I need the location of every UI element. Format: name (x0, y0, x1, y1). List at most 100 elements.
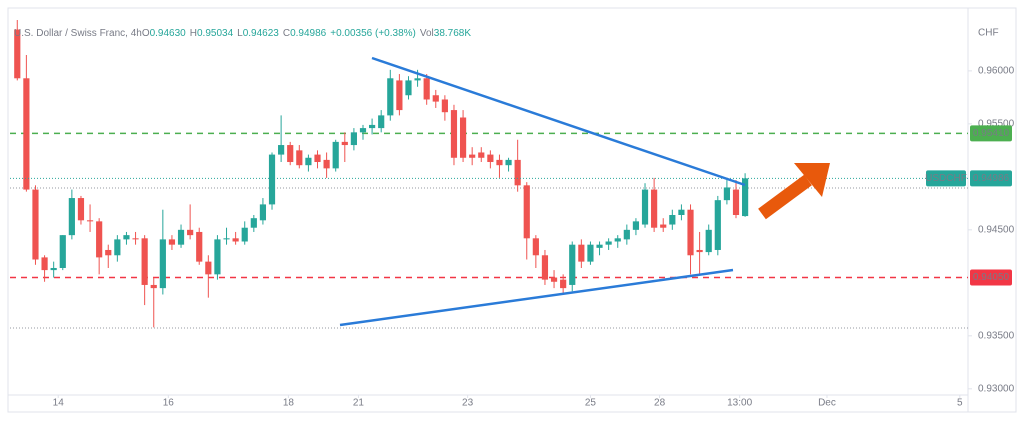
candle-body (605, 241, 612, 245)
ohlc-key: O (142, 28, 150, 39)
candle-body (469, 154, 476, 158)
x-tick-label: 13:00 (727, 398, 752, 409)
candle-body (168, 239, 176, 245)
candle-body (50, 267, 57, 271)
candle-body (441, 99, 448, 113)
candle-body (23, 78, 30, 190)
candle-body (678, 209, 685, 215)
chart-frame (7, 7, 1017, 413)
candle-body (350, 132, 357, 146)
candle-body (614, 238, 621, 242)
candle-body (632, 221, 640, 230)
candle-body (459, 117, 467, 158)
y-tick-label: 0.93500 (978, 330, 1015, 341)
x-tick-label: 18 (283, 398, 295, 409)
candle-body (560, 279, 567, 289)
candle-body (578, 244, 585, 262)
candle-body (368, 124, 376, 129)
symbol-label: USDCHF (925, 173, 967, 184)
candle-body (596, 244, 603, 248)
candle-body (714, 200, 721, 250)
candle-body (532, 238, 539, 256)
candle-body (68, 198, 75, 236)
candle-body (669, 215, 676, 225)
level-label: 0.95410 (973, 128, 1010, 139)
candle-body (487, 154, 494, 163)
candle-body (378, 115, 385, 129)
candle-body (314, 154, 321, 163)
candle-body (223, 238, 230, 240)
ohlc-key: C (283, 28, 290, 39)
ohlc-key: L (237, 28, 243, 39)
candle-body (323, 159, 330, 169)
x-tick-label: 14 (53, 398, 65, 409)
candle-body (341, 141, 348, 146)
trendline (371, 56, 746, 187)
ohlc-value: 0.94630 (150, 28, 187, 39)
candle-body (496, 159, 503, 166)
candle-body (177, 229, 185, 245)
y-tick-label: 0.96000 (978, 66, 1015, 77)
ohlc-key: H (190, 28, 197, 39)
y-tick-label: 0.95500 (978, 118, 1015, 129)
candle-body (523, 185, 530, 239)
candle-body (41, 257, 48, 271)
x-tick-label: 5 (957, 398, 963, 409)
title: U.S. Dollar / Swiss Franc, 4h (14, 28, 142, 39)
candle-body (541, 255, 549, 280)
trendline (339, 268, 734, 327)
candle-body (505, 159, 512, 166)
level-label-box (970, 269, 1012, 286)
candle-body (205, 261, 212, 275)
candle-body (159, 239, 166, 289)
candle-body (32, 189, 39, 260)
last-price-box (970, 170, 1012, 187)
candle-body (259, 204, 267, 221)
change: +0.00356 (+0.38%) (330, 28, 416, 39)
candle-body (359, 128, 367, 133)
x-tick-label: 25 (585, 398, 597, 409)
volume-key: Vol (420, 28, 434, 39)
candle-body (123, 235, 130, 240)
ohlc-value: 0.94623 (243, 28, 280, 39)
candle-body (414, 78, 421, 81)
symbol-box (926, 170, 966, 187)
candle-body (278, 145, 285, 155)
candle-body (96, 221, 103, 258)
last-price-label: 0.94986 (973, 173, 1010, 184)
candle-body (396, 80, 403, 111)
x-tick-label: 23 (462, 398, 474, 409)
candle-body (450, 110, 458, 158)
level-label-box (970, 125, 1012, 142)
candle-body (687, 209, 694, 256)
y-tick-label: 0.94500 (978, 224, 1015, 235)
currency: CHF (978, 28, 999, 39)
candle-body (696, 249, 703, 253)
candle-body (114, 239, 121, 256)
candle-body (241, 227, 248, 242)
header: U.S. Dollar / Swiss Franc, 4hO0.94630 H 0.… (14, 28, 471, 39)
level-label: 0.94050 (973, 272, 1010, 283)
candle-body (660, 224, 667, 228)
candle-body (550, 277, 558, 282)
candle-body (742, 178, 749, 217)
candle-body (432, 95, 439, 102)
candle-body (723, 187, 731, 201)
x-tick-label: Dec (818, 398, 836, 409)
arrow (758, 163, 830, 220)
candle-body (214, 239, 221, 275)
volume: 38.768K (434, 28, 472, 39)
candle-body (587, 244, 594, 262)
candle-body (514, 159, 521, 186)
candle-body (141, 238, 148, 285)
y-tick-label: 0.93000 (978, 383, 1015, 394)
candle-body (296, 150, 303, 166)
x-tick-label: 16 (163, 398, 175, 409)
candle-body (405, 80, 412, 96)
candle-body (14, 29, 21, 79)
ohlc-value: 0.94986 (290, 28, 327, 39)
x-tick-label: 28 (654, 398, 666, 409)
candle-body (732, 189, 740, 215)
